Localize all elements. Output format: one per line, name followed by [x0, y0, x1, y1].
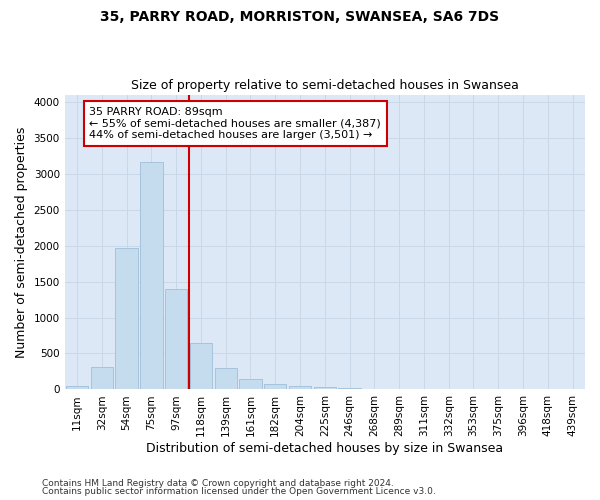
Bar: [115, 248, 138, 390]
Bar: [239, 380, 262, 390]
Text: Contains HM Land Registry data © Crown copyright and database right 2024.: Contains HM Land Registry data © Crown c…: [42, 478, 394, 488]
Bar: [314, 387, 336, 390]
Text: 35 PARRY ROAD: 89sqm
← 55% of semi-detached houses are smaller (4,387)
44% of se: 35 PARRY ROAD: 89sqm ← 55% of semi-detac…: [89, 107, 381, 140]
Text: Contains public sector information licensed under the Open Government Licence v3: Contains public sector information licen…: [42, 487, 436, 496]
Bar: [264, 384, 286, 390]
Bar: [140, 162, 163, 390]
Text: 35, PARRY ROAD, MORRISTON, SWANSEA, SA6 7DS: 35, PARRY ROAD, MORRISTON, SWANSEA, SA6 …: [100, 10, 500, 24]
Title: Size of property relative to semi-detached houses in Swansea: Size of property relative to semi-detach…: [131, 79, 519, 92]
Bar: [215, 368, 237, 390]
Y-axis label: Number of semi-detached properties: Number of semi-detached properties: [15, 126, 28, 358]
Bar: [338, 388, 361, 390]
Bar: [190, 342, 212, 390]
Bar: [289, 386, 311, 390]
Bar: [165, 289, 187, 390]
Bar: [91, 367, 113, 390]
X-axis label: Distribution of semi-detached houses by size in Swansea: Distribution of semi-detached houses by …: [146, 442, 503, 455]
Bar: [66, 386, 88, 390]
Bar: [363, 389, 386, 390]
